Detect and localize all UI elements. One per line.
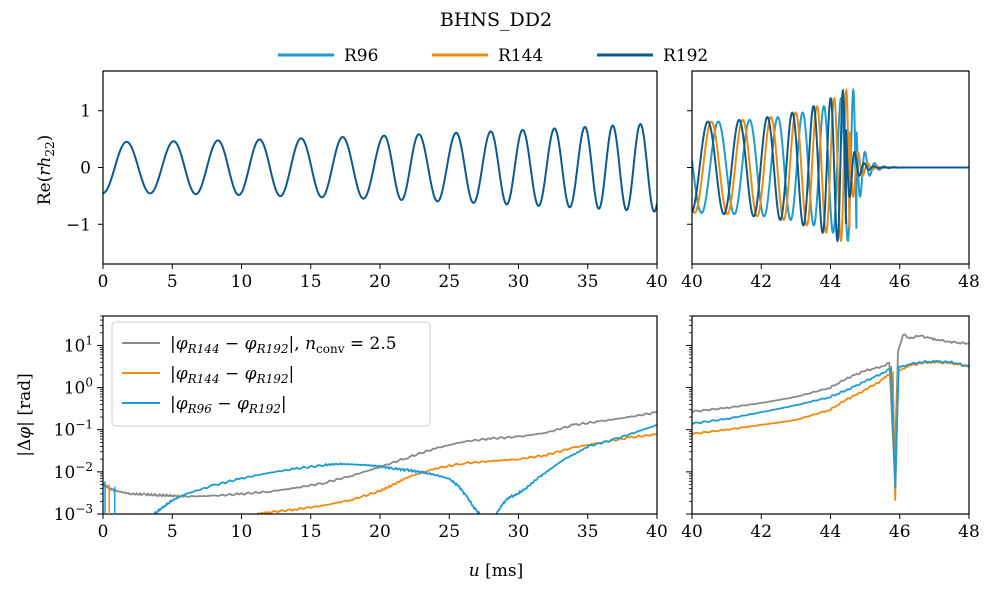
phase-inspiral-ytick-label: 10−3 [54,502,93,525]
top-legend: R96 R144 R192 [278,46,708,66]
phase-merger-frame [691,315,970,515]
series-line-r96-r192-phase-inspiral [153,462,481,514]
y-axis-label-phase: |Δφ| [rad] [15,373,35,456]
strain-merger-xtick-label: 46 [889,272,911,292]
phase-inspiral-xtick-label: 20 [369,522,391,542]
phase-merger-xtick-label: 40 [681,522,703,542]
series-line-nconv-2-5-phase-inspiral [103,411,657,499]
strain-inspiral-xtick-label: 5 [167,272,178,292]
chart-title: BHNS_DD2 [440,9,552,31]
legend-label-r96: R96 [344,46,378,66]
phase-inspiral-xtick-label: 5 [167,522,178,542]
y-axis-label-strain: Re(rh22) [35,135,57,206]
series-line-nconv-2-5-phase-merger [692,333,969,473]
series-line-r192-strain-merger [692,88,969,243]
phase-inspiral-xtick-label: 0 [98,522,109,542]
strain-inspiral-xtick-label: 40 [646,272,668,292]
strain-inspiral-xtick-label: 20 [369,272,391,292]
series-line-r192-strain-inspiral [103,123,657,213]
phase-inspiral-xtick-label: 25 [438,522,460,542]
strain-inspiral-xtick-label: 30 [508,272,530,292]
strain-inspiral-ytick-label: 0 [80,159,91,179]
phase-inspiral-ytick-label: 10−2 [54,460,93,483]
phase-inspiral-xtick-label: 30 [508,522,530,542]
strain-inspiral-xtick-label: 0 [98,272,109,292]
phase-merger-xtick-label: 48 [958,522,980,542]
strain-merger-xtick-label: 40 [681,272,703,292]
phase-inspiral-xtick-label: 10 [231,522,253,542]
strain-merger-xtick-label: 44 [820,272,842,292]
phase-merger-xtick-label: 44 [820,522,842,542]
strain-inspiral-xtick-label: 25 [438,272,460,292]
panel-phase-inspiral: 0 5 10 15 20 25 30 35 40 101 100 10−1 10−2 10−3 [54,315,668,542]
strain-inspiral-frame [102,70,658,265]
phase-merger-xtick-label: 42 [750,522,772,542]
legend-label-r144: R144 [498,46,543,66]
phase-inspiral-xtick-label: 35 [577,522,599,542]
series-line-r96-r192b-phase-inspiral [495,424,657,514]
strain-inspiral-ytick-label: 1 [80,102,91,122]
phase-merger-xtick-label: 46 [889,522,911,542]
phase-inspiral-ytick-label: 100 [64,376,93,399]
phase-legend-label-r144: |φR144 − φR192| [170,364,294,386]
x-axis-label: u [ms] [469,561,523,581]
series-line-r144-r192-phase-merger [692,360,969,501]
panel-phase-merger: 40 42 44 46 48 [681,315,980,542]
phase-inspiral-ytick-label: 101 [64,333,93,356]
strain-merger-xtick-label: 48 [958,272,980,292]
phase-legend-label-nconv: |φR144 − φR192|, nconv = 2.5 [170,334,397,356]
strain-merger-xtick-label: 42 [750,272,772,292]
legend-label-r192: R192 [663,46,708,66]
panel-strain-merger: 40 42 44 46 48 [681,70,980,292]
series-line-r96-r192-phase-merger [692,359,969,489]
phase-inspiral-xtick-label: 40 [646,522,668,542]
strain-inspiral-xtick-label: 15 [300,272,322,292]
phase-inspiral-ytick-label: 10−1 [54,418,93,441]
strain-inspiral-xtick-label: 35 [577,272,599,292]
strain-inspiral-ytick-label: −1 [66,215,91,235]
phase-legend-label-r96: |φR96 − φR192| [170,394,287,416]
phase-inspiral-xtick-label: 15 [300,522,322,542]
phase-legend: |φR144 − φR192|, nconv = 2.5 |φR144 − φR… [111,321,431,427]
strain-inspiral-xtick-label: 10 [231,272,253,292]
series-line-r144-r192-phase-inspiral [255,433,657,514]
